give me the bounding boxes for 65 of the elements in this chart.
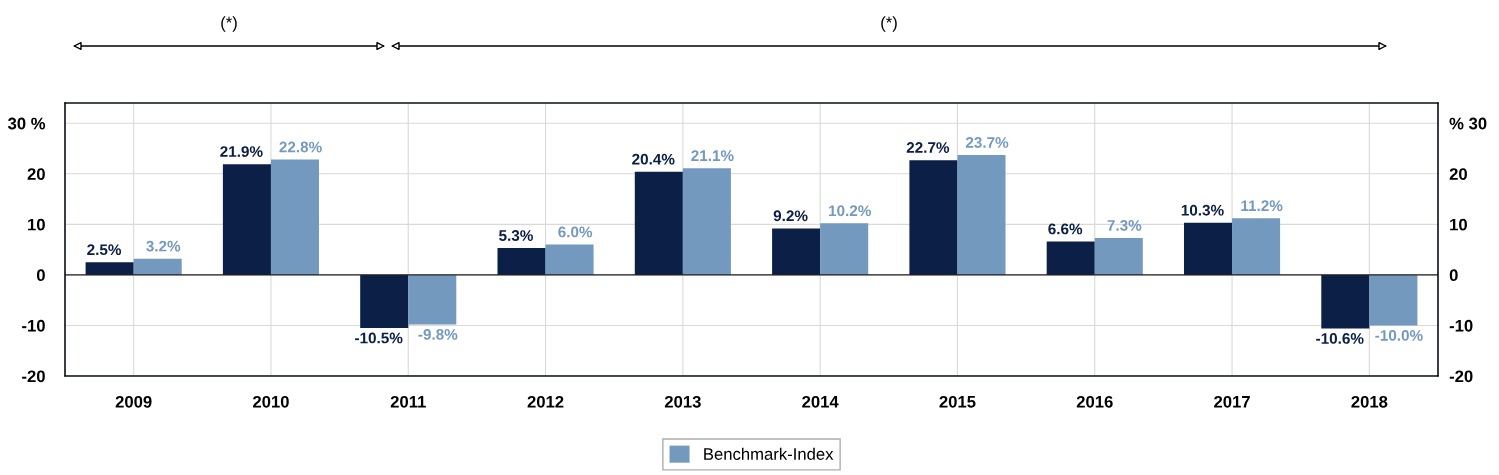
data-label: 20.4% — [632, 153, 675, 165]
data-label: 6.6% — [1048, 223, 1083, 235]
bar — [1321, 274, 1370, 329]
text: (*) — [881, 16, 897, 32]
x-tick-label: 2018 — [1351, 395, 1388, 408]
data-label: 6.0% — [558, 226, 593, 238]
bar — [360, 274, 409, 328]
y2-tick-label: 20 — [1449, 168, 1467, 180]
bar — [408, 274, 457, 325]
x-tick-label: 2010 — [252, 395, 289, 408]
data-label: 5.3% — [499, 230, 533, 241]
bar — [1046, 241, 1095, 275]
y2-tick-label: -20 — [1449, 370, 1473, 383]
bar — [497, 248, 546, 275]
data-label: 3.2% — [146, 240, 181, 252]
bar — [634, 171, 683, 275]
bar — [682, 168, 731, 275]
y2-tick-label: -10 — [1449, 319, 1473, 332]
bar — [222, 164, 271, 275]
data-label: -10.0% — [1375, 330, 1423, 341]
x-tick-label: 2011 — [390, 395, 426, 408]
bar — [957, 155, 1006, 275]
bar — [772, 228, 821, 275]
data-label: -10.5% — [355, 332, 403, 344]
data-label: 9.2% — [773, 210, 808, 222]
x-tick-label: 2014 — [802, 395, 839, 408]
data-label: 7.3% — [1107, 219, 1142, 231]
y-tick-label: -10 — [22, 319, 45, 332]
x-tick-label: 2015 — [939, 395, 976, 408]
y-tick-label: 10 — [28, 218, 45, 231]
data-label: 2.5% — [87, 244, 122, 256]
bar — [1232, 218, 1281, 275]
y2-tick-label: 0 — [1449, 269, 1458, 282]
bar — [133, 258, 182, 275]
data-label: 10.2% — [829, 205, 871, 217]
y2-tick-label: 10 — [1450, 218, 1467, 231]
x-tick-label: 2012 — [527, 395, 564, 408]
data-label: 10.3% — [1181, 204, 1224, 216]
bar — [1183, 222, 1233, 275]
bar — [1369, 274, 1418, 326]
y-tick-label: 20 — [27, 168, 45, 180]
data-label: 11.2% — [1241, 200, 1283, 212]
bar — [1094, 237, 1143, 275]
y-tick-label: 30 % — [7, 117, 46, 130]
y-tick-label: 0 — [36, 269, 45, 282]
bar — [909, 160, 958, 275]
bar — [85, 262, 134, 275]
bar — [820, 223, 869, 275]
bar — [545, 244, 594, 275]
data-label: -10.6% — [1316, 333, 1364, 344]
data-label: 23.7% — [965, 137, 1009, 148]
x-tick-label: 2017 — [1214, 395, 1250, 408]
legend-label: Benchmark-Index — [704, 447, 834, 460]
data-label: 22.8% — [279, 141, 322, 153]
x-tick-label: 2016 — [1076, 395, 1113, 408]
x-tick-label: 2009 — [115, 395, 152, 408]
y2-tick-label: % 30 — [1449, 117, 1487, 130]
data-label: 21.9% — [220, 146, 263, 157]
text: (*) — [221, 16, 237, 32]
data-label: 22.7% — [906, 142, 950, 153]
x-tick-label: 2013 — [664, 395, 701, 408]
data-label: -9.8% — [418, 329, 458, 340]
data-label: 21.1% — [691, 150, 734, 161]
y-tick-label: -20 — [22, 370, 45, 383]
bar — [270, 159, 319, 275]
